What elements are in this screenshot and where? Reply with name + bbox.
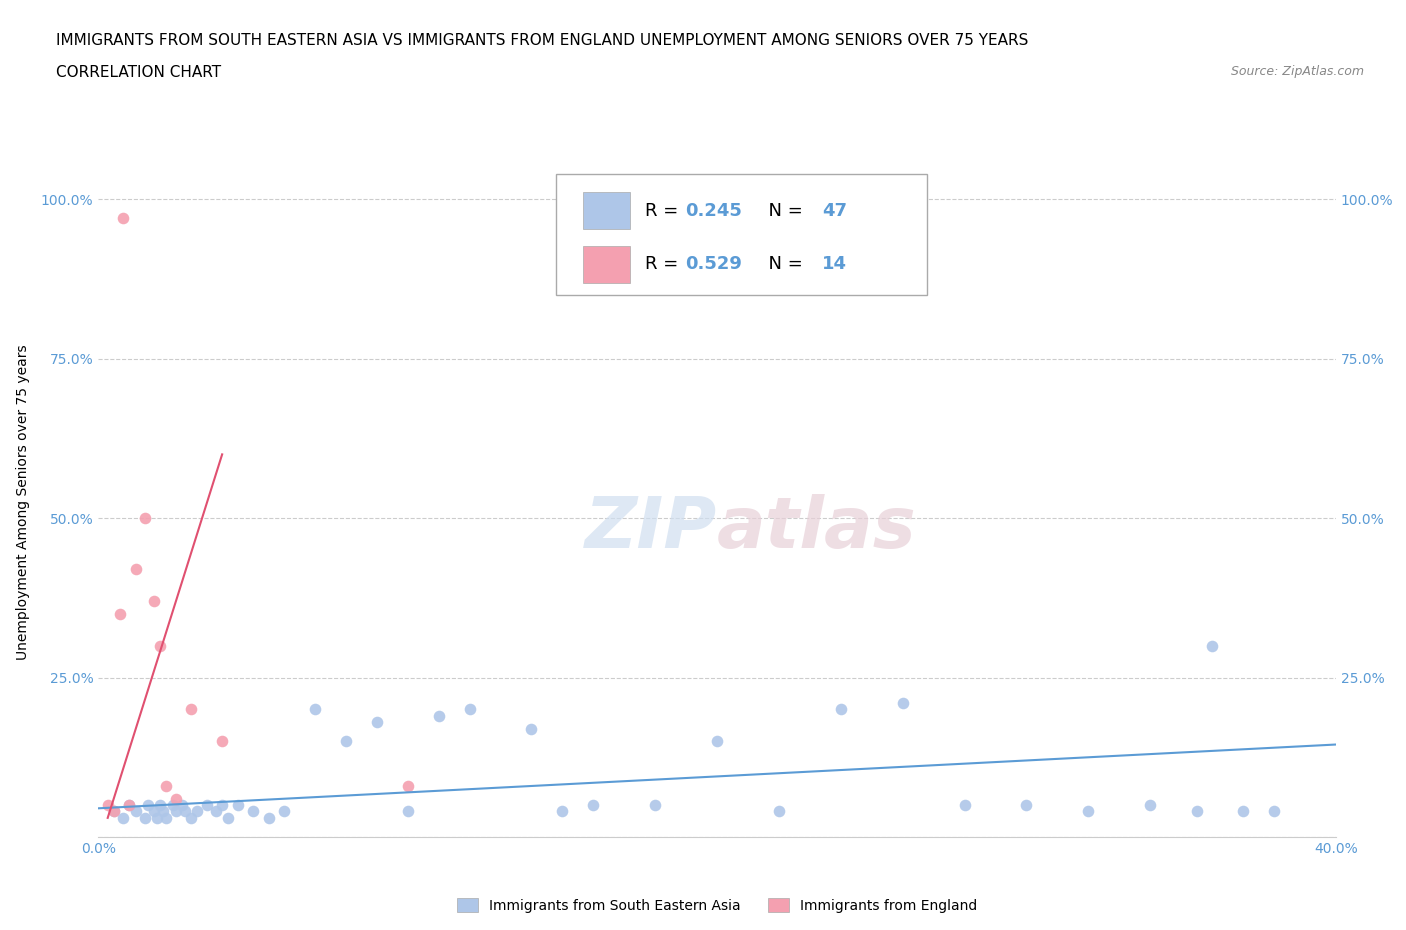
Point	[644, 798, 666, 813]
Point	[1185, 804, 1208, 819]
Point	[103, 804, 125, 819]
Point	[217, 810, 239, 825]
Text: 0.245: 0.245	[685, 202, 742, 219]
Point	[551, 804, 574, 819]
Point	[520, 721, 543, 736]
Text: CORRELATION CHART: CORRELATION CHART	[56, 65, 221, 80]
Point	[143, 593, 166, 608]
Point	[118, 798, 141, 813]
Point	[162, 798, 184, 813]
Point	[1139, 798, 1161, 813]
Point	[242, 804, 264, 819]
Point	[1263, 804, 1285, 819]
Point	[226, 798, 249, 813]
Point	[155, 810, 177, 825]
Point	[124, 804, 146, 819]
Point	[427, 709, 450, 724]
FancyBboxPatch shape	[583, 193, 630, 229]
Text: N =: N =	[756, 256, 808, 273]
Point	[257, 810, 280, 825]
Point	[768, 804, 790, 819]
Point	[396, 778, 419, 793]
Point	[118, 798, 141, 813]
Point	[1201, 638, 1223, 653]
Text: 47: 47	[823, 202, 848, 219]
Text: Source: ZipAtlas.com: Source: ZipAtlas.com	[1230, 65, 1364, 78]
Point	[155, 778, 177, 793]
Point	[830, 702, 852, 717]
Point	[953, 798, 976, 813]
Point	[195, 798, 218, 813]
Point	[582, 798, 605, 813]
Text: R =: R =	[645, 202, 685, 219]
Point	[103, 804, 125, 819]
Point	[706, 734, 728, 749]
Point	[134, 511, 156, 525]
Point	[149, 638, 172, 653]
Point	[134, 810, 156, 825]
Point	[1015, 798, 1038, 813]
Legend: Immigrants from South Eastern Asia, Immigrants from England: Immigrants from South Eastern Asia, Immi…	[450, 891, 984, 920]
Text: 0.529: 0.529	[685, 256, 742, 273]
Point	[211, 734, 233, 749]
Point	[180, 810, 202, 825]
Point	[366, 715, 388, 730]
Point	[124, 562, 146, 577]
Point	[1077, 804, 1099, 819]
Point	[174, 804, 197, 819]
Point	[146, 810, 169, 825]
Point	[97, 798, 120, 813]
Point	[152, 804, 174, 819]
Point	[304, 702, 326, 717]
Point	[211, 798, 233, 813]
Y-axis label: Unemployment Among Seniors over 75 years: Unemployment Among Seniors over 75 years	[15, 344, 30, 660]
FancyBboxPatch shape	[583, 246, 630, 283]
Text: ZIP: ZIP	[585, 495, 717, 564]
Point	[458, 702, 481, 717]
Text: N =: N =	[756, 202, 808, 219]
FancyBboxPatch shape	[557, 174, 928, 295]
Point	[335, 734, 357, 749]
Point	[143, 804, 166, 819]
Text: IMMIGRANTS FROM SOUTH EASTERN ASIA VS IMMIGRANTS FROM ENGLAND UNEMPLOYMENT AMONG: IMMIGRANTS FROM SOUTH EASTERN ASIA VS IM…	[56, 33, 1029, 47]
Point	[112, 810, 135, 825]
Point	[149, 798, 172, 813]
Point	[108, 606, 131, 621]
Point	[170, 798, 193, 813]
Point	[396, 804, 419, 819]
Point	[186, 804, 208, 819]
Point	[891, 696, 914, 711]
Point	[205, 804, 228, 819]
Point	[165, 804, 187, 819]
Text: atlas: atlas	[717, 495, 917, 564]
Point	[112, 211, 135, 226]
Point	[1232, 804, 1254, 819]
Text: R =: R =	[645, 256, 685, 273]
Point	[273, 804, 295, 819]
Point	[136, 798, 159, 813]
Point	[165, 791, 187, 806]
Text: 14: 14	[823, 256, 848, 273]
Point	[180, 702, 202, 717]
